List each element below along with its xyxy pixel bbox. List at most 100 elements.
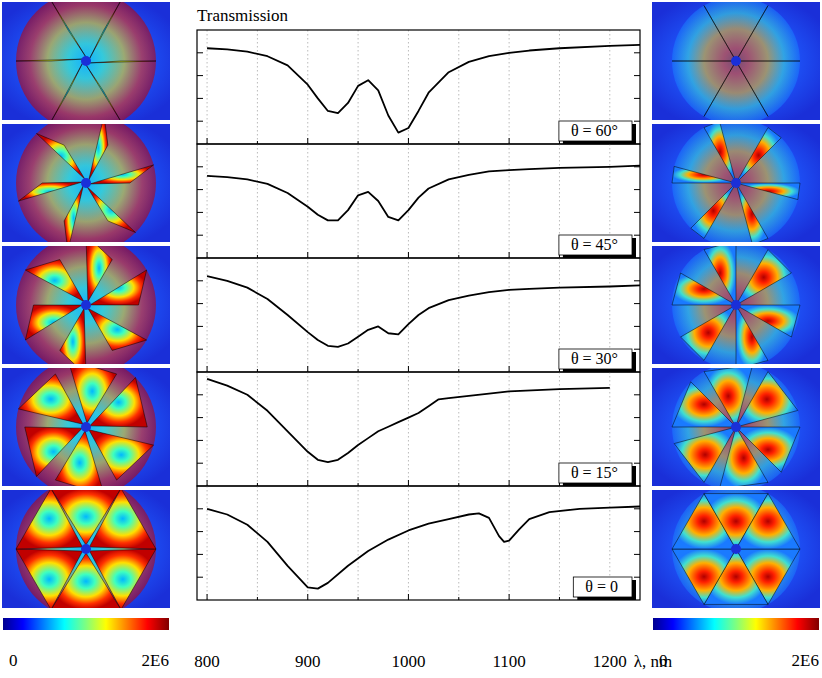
center-gap (81, 422, 91, 432)
grid-line (358, 486, 359, 600)
y-tick (634, 189, 640, 190)
x-tick (207, 138, 208, 144)
triangle (704, 246, 736, 305)
triangle (736, 61, 800, 62)
label-frame (573, 577, 632, 597)
panel-frame (197, 144, 640, 258)
y-tick (197, 98, 203, 99)
center-gap (81, 56, 91, 66)
field-background (652, 490, 820, 608)
y-tick (197, 394, 203, 395)
triangle (704, 124, 736, 183)
colorbar-tick-label: 0 (659, 651, 668, 670)
y-axis-title: Transmission (197, 6, 289, 25)
y-tick (634, 508, 640, 509)
x-axis-title: λ, nm (634, 652, 672, 671)
x-tick (509, 366, 510, 372)
grid-line (207, 372, 208, 486)
x-tick (307, 480, 308, 486)
triangle (89, 2, 121, 59)
petals (672, 124, 800, 242)
panel: θ = 0 (197, 486, 640, 600)
grid-line (307, 144, 308, 258)
field-glow (16, 246, 156, 364)
y-tick (197, 121, 203, 122)
triangle (86, 65, 121, 120)
grid-line (509, 372, 510, 486)
y-tick (197, 463, 203, 464)
y-tick (197, 326, 203, 327)
petals (16, 368, 156, 486)
triangle (18, 374, 83, 424)
field-glow (16, 124, 156, 242)
x-tick (207, 252, 208, 258)
field-glow (16, 368, 156, 486)
triangle (18, 182, 82, 201)
triangle (89, 124, 108, 180)
center-gap (731, 422, 741, 432)
grid-line (257, 30, 258, 144)
grid-line (358, 144, 359, 258)
y-tick (634, 463, 640, 464)
x-tick (509, 594, 510, 600)
x-tick (408, 252, 409, 258)
grid-line (458, 258, 459, 372)
y-tick (634, 349, 640, 350)
label-frame (559, 349, 632, 369)
triangle (736, 183, 800, 200)
x-tick-label: 1000 (391, 652, 425, 671)
y-tick (197, 52, 203, 53)
grid-line (307, 372, 308, 486)
x-tick-label: 800 (194, 652, 220, 671)
grid-line (307, 30, 308, 144)
x-tick (509, 480, 510, 486)
petals (672, 246, 800, 364)
triangle (90, 378, 147, 427)
x-tick (307, 366, 308, 372)
y-tick (634, 577, 640, 578)
triangle (674, 427, 736, 482)
grid-line (307, 486, 308, 600)
grid-line (458, 144, 459, 258)
triangle (89, 430, 154, 480)
triangle (37, 134, 85, 180)
y-tick (197, 189, 203, 190)
panel-frame (197, 486, 640, 600)
triangle (736, 128, 781, 183)
x-tick (509, 138, 510, 144)
grid-line (358, 258, 359, 372)
label-box: θ = 60° (559, 121, 636, 144)
petals (672, 2, 800, 120)
grid-line (458, 486, 459, 600)
panel: θ = 15° (197, 372, 640, 486)
label-frame (559, 235, 632, 255)
y-tick (634, 440, 640, 441)
grid-line (257, 144, 258, 258)
center-gap (731, 56, 741, 66)
y-tick (634, 98, 640, 99)
center-gap (731, 300, 741, 310)
y-tick (197, 531, 203, 532)
triangle (691, 183, 736, 238)
triangle (736, 183, 768, 242)
center-gap (81, 178, 91, 188)
field-map (652, 368, 820, 486)
colorbar (3, 618, 169, 630)
y-tick (634, 531, 640, 532)
field-map (2, 246, 170, 364)
center-gap (731, 178, 741, 188)
field-glow (672, 490, 800, 608)
petals (672, 368, 800, 486)
triangle (25, 305, 82, 340)
y-tick (634, 326, 640, 327)
y-tick (197, 417, 203, 418)
grid-line (408, 372, 409, 486)
petals (16, 124, 156, 242)
y-tick (197, 349, 203, 350)
y-tick (634, 417, 640, 418)
grid-line (408, 258, 409, 372)
x-tick (408, 594, 409, 600)
x-tick (408, 366, 409, 372)
grid-line (559, 486, 560, 600)
center-gap (731, 544, 741, 554)
